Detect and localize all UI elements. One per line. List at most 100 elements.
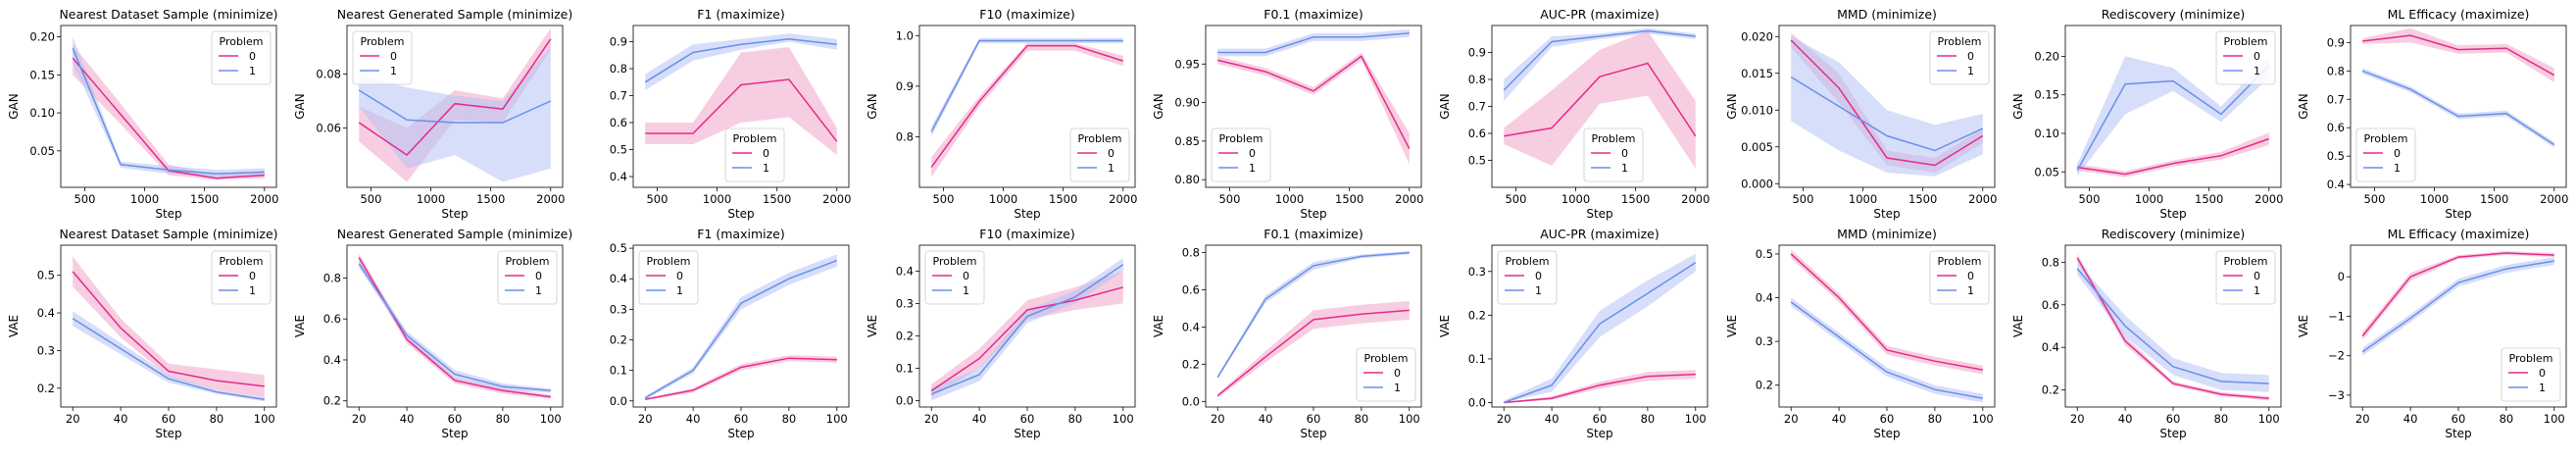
y-tick-label: 0.5 [2327, 149, 2345, 163]
x-tick-label: 40 [1259, 412, 1273, 426]
subplot-title: F0.1 (maximize) [1263, 7, 1362, 22]
subplot-14: F0.1 (maximize) 20 40 60 80 100 0.0 0.2 0.4 0.6 0.… [1152, 227, 1422, 440]
x-axis-label: Step [2159, 207, 2186, 221]
legend: Problem 0 1 [211, 250, 272, 305]
y-tick-label: 0.15 [2034, 88, 2059, 102]
legend: Problem 0 1 [1929, 30, 1990, 85]
subplot-3: F1 (maximize) 500 1000 1500 2000 0.4 0.5 0.6 0.7… [610, 7, 852, 221]
legend-label-1: 1 [963, 284, 969, 297]
y-tick-label: 0.9 [610, 35, 627, 49]
x-tick-label: 500 [1218, 192, 1240, 206]
legend: Problem 0 1 [497, 250, 558, 305]
x-tick-label: 1500 [2195, 192, 2223, 206]
y-tick-label: 0.3 [37, 343, 55, 357]
x-tick-label: 2000 [536, 192, 565, 206]
y-tick-label: 0.2 [2042, 383, 2059, 397]
x-tick-label: 100 [1685, 412, 1707, 426]
series-line-1 [1503, 29, 1696, 91]
x-tick-label: 1000 [417, 192, 445, 206]
y-tick-label: 0.7 [1468, 100, 1486, 114]
y-tick-label: 0.4 [2042, 340, 2059, 354]
y-tick-label: 0.8 [2327, 64, 2345, 77]
plot-area [1217, 28, 1411, 165]
confidence-band-0 [2077, 253, 2269, 401]
x-tick-label: 100 [1399, 412, 1420, 426]
axes-frame [2064, 25, 2282, 188]
x-tick-label: 1000 [1849, 192, 1877, 206]
x-tick-label: 20 [2070, 412, 2085, 426]
y-tick-label: 0.8 [323, 271, 341, 284]
y-tick-label: 0.20 [2034, 49, 2059, 63]
legend: Problem 0 1 [211, 30, 272, 85]
legend-label-0: 0 [2254, 270, 2260, 282]
x-tick-label: 2000 [2540, 192, 2568, 206]
x-tick-label: 100 [540, 412, 562, 426]
y-axis-label: VAE [2011, 315, 2025, 337]
plot-area [2076, 253, 2269, 401]
y-axis-label: VAE [2297, 315, 2310, 337]
x-tick-label: 2000 [1395, 192, 1423, 206]
plot-area [644, 254, 838, 401]
y-tick-label: 0.5 [1468, 154, 1486, 168]
subplot-11: Nearest Generated Sample (minimize) 20 40 6… [293, 227, 572, 440]
y-axis-label: VAE [1152, 315, 1165, 337]
y-axis-label: GAN [7, 93, 21, 119]
x-axis-label: Step [2445, 427, 2471, 440]
y-tick-label: 0.4 [896, 264, 914, 278]
y-tick-label: 0.3 [610, 302, 627, 316]
confidence-band-0 [2362, 251, 2554, 340]
series-line-1 [1790, 76, 1984, 152]
x-axis-label: Step [727, 207, 754, 221]
x-axis-label: Step [441, 427, 468, 440]
series-line-0 [1216, 309, 1410, 397]
legend-title: Problem [506, 255, 550, 268]
x-axis-label: Step [2445, 207, 2471, 221]
legend-label-1: 1 [1621, 162, 1628, 175]
x-tick-label: 500 [360, 192, 381, 206]
subplot-16: MMD (minimize) 20 40 60 80 100 0.2 0.3 0.4 0.5 Ste… [1725, 227, 1996, 440]
y-tick-label: 0.7 [610, 89, 627, 103]
x-tick-label: 60 [2166, 412, 2181, 426]
x-tick-label: 2000 [1968, 192, 1997, 206]
series-line-1 [1790, 301, 1983, 399]
plot-area [2361, 251, 2554, 356]
x-tick-label: 1000 [703, 192, 731, 206]
x-tick-label: 100 [2258, 412, 2280, 426]
y-axis-label: GAN [2297, 93, 2310, 119]
x-tick-label: 500 [2078, 192, 2100, 206]
subplot-title: F1 (maximize) [697, 7, 784, 22]
y-axis-label: VAE [866, 315, 879, 337]
x-tick-label: 60 [734, 412, 749, 426]
x-tick-label: 80 [1928, 412, 1943, 426]
series-line-0 [1504, 373, 1696, 404]
y-axis-label: GAN [1152, 93, 1165, 119]
legend-label-0: 0 [1967, 50, 1974, 63]
x-tick-label: 20 [1497, 412, 1511, 426]
x-tick-label: 1000 [989, 192, 1017, 206]
x-axis-label: Step [1873, 207, 1900, 221]
subplot-13: F10 (maximize) 20 40 60 80 100 0.0 0.1 0.2 0.3 0.4… [866, 227, 1136, 440]
subplot-title: ML Efficacy (maximize) [2388, 7, 2530, 22]
y-tick-label: 0.80 [1174, 173, 1200, 186]
series-line-1 [72, 47, 265, 175]
legend-title: Problem [1592, 132, 1636, 145]
plot-area [2361, 27, 2555, 148]
x-tick-label: 20 [352, 412, 367, 426]
y-tick-label: 0.7 [2327, 92, 2345, 106]
legend: Problem 0 1 [1497, 250, 1558, 305]
legend-title: Problem [1938, 35, 1982, 48]
legend-title: Problem [1506, 255, 1550, 268]
x-axis-label: Step [1300, 207, 1326, 221]
x-tick-label: 1500 [2480, 192, 2508, 206]
y-tick-label: 0.3 [1756, 334, 1773, 348]
x-tick-label: 100 [1972, 412, 1994, 426]
legend-label-1: 1 [1967, 65, 1974, 77]
legend-label-1: 1 [535, 284, 542, 297]
subplot-15: AUC-PR (maximize) 20 40 60 80 100 0.0 0.1 0.2 0.3… [1438, 227, 1709, 440]
legend-title: Problem [2364, 132, 2408, 145]
axes-frame [1205, 25, 1422, 188]
x-tick-label: 1000 [1275, 192, 1304, 206]
subplot-17: Rediscovery (minimize) 20 40 60 80 100 0.2 0.4 0… [2011, 227, 2282, 440]
subplot-title: F1 (maximize) [697, 227, 784, 241]
confidence-band-1 [1217, 28, 1410, 57]
